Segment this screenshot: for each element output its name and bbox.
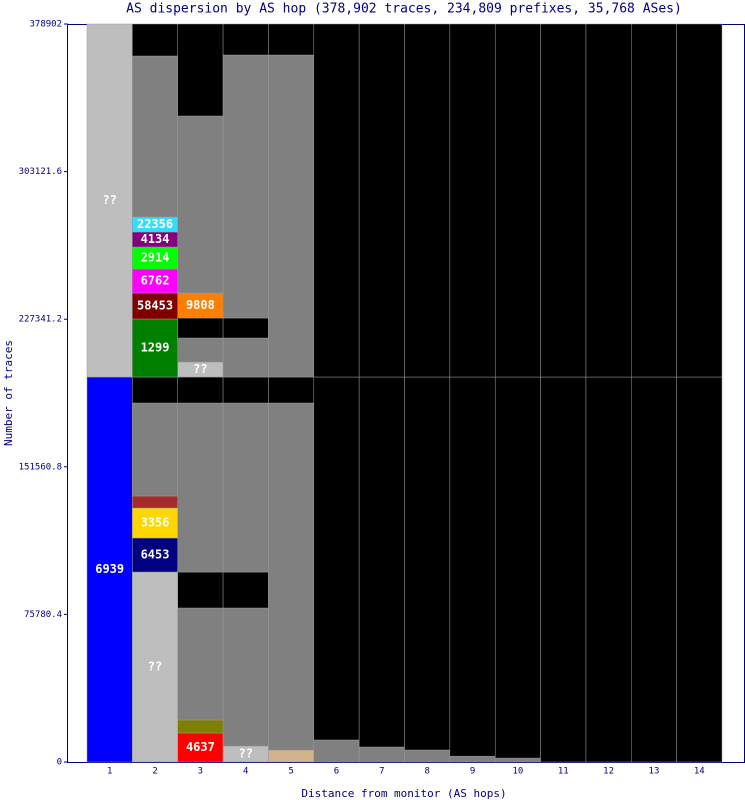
segment-label: ??	[239, 747, 253, 761]
y-axis-title: Number of traces	[2, 340, 15, 446]
segment	[177, 607, 224, 721]
x-tick-label: 11	[558, 767, 569, 777]
x-tick-label: 12	[603, 767, 614, 777]
segment	[358, 746, 405, 763]
segment	[132, 55, 178, 218]
segment	[177, 292, 224, 319]
x-tick-label: 13	[649, 767, 660, 777]
segment	[268, 376, 315, 404]
segment	[132, 402, 178, 497]
segment-label: 1299	[141, 341, 170, 355]
x-tick-label: 10	[512, 767, 523, 777]
y-tick-label: 0	[57, 758, 62, 768]
x-tick-label: 6	[334, 767, 339, 777]
segment-label: 6762	[141, 274, 170, 288]
segment	[177, 317, 224, 339]
segment	[177, 719, 224, 734]
x-tick-label: 9	[470, 767, 475, 777]
segment	[404, 376, 451, 751]
segment	[222, 54, 269, 319]
segment	[177, 402, 224, 573]
segment-label: 6939	[95, 562, 124, 576]
segment-label: 58453	[137, 299, 173, 313]
segment	[540, 23, 587, 378]
segment-label: ??	[193, 362, 207, 376]
segment-label: 2914	[141, 251, 170, 265]
segment	[358, 376, 405, 748]
segment-label: 4134	[141, 232, 170, 246]
segment	[449, 376, 496, 757]
segment	[676, 376, 723, 763]
segment-label: 9808	[186, 298, 215, 312]
segment-label: ??	[148, 660, 162, 674]
segment	[585, 376, 632, 763]
segment	[313, 739, 360, 763]
segment	[494, 757, 541, 763]
segment-label: ??	[102, 193, 116, 207]
segment	[132, 23, 178, 57]
segment	[313, 23, 360, 378]
segment	[132, 376, 178, 404]
segment	[449, 755, 496, 763]
y-tick-label: 303121.6	[19, 167, 62, 177]
x-tick-label: 7	[379, 767, 384, 777]
segment	[132, 318, 178, 378]
segment	[177, 23, 224, 117]
segment	[404, 23, 451, 378]
segment	[449, 23, 496, 378]
x-tick-label: 8	[424, 767, 429, 777]
segment	[222, 402, 269, 573]
y-tick-label: 151560.8	[19, 462, 62, 472]
segment	[132, 292, 178, 320]
segment	[132, 507, 178, 539]
segment	[494, 23, 541, 378]
segment	[222, 23, 269, 56]
x-tick-label: 14	[694, 767, 705, 777]
segment	[585, 23, 632, 378]
x-tick-label: 2	[152, 767, 157, 777]
segment	[222, 337, 269, 378]
segment	[177, 571, 224, 609]
segment	[631, 376, 677, 763]
segment	[268, 402, 315, 751]
y-tick-label: 378902	[29, 20, 62, 30]
x-tick-label: 5	[288, 767, 293, 777]
segment	[404, 749, 451, 763]
segment	[132, 537, 178, 573]
segment	[631, 23, 677, 378]
segment-label: 22356	[137, 217, 173, 231]
segment-label: 6453	[141, 548, 170, 562]
segment	[177, 337, 224, 363]
y-tick-label: 227341.2	[19, 315, 62, 325]
y-tick-label: 75780.4	[24, 610, 62, 620]
segment	[268, 54, 315, 378]
x-tick-label: 1	[107, 767, 112, 777]
segment	[177, 376, 224, 404]
x-axis-title: Distance from monitor (AS hops)	[301, 787, 506, 800]
segment-label: 3356	[141, 516, 170, 530]
x-tick-label: 3	[198, 767, 203, 777]
segment	[222, 571, 269, 609]
segment	[177, 115, 224, 294]
segment	[268, 23, 315, 56]
segment	[676, 23, 723, 378]
segment	[222, 376, 269, 404]
segment	[540, 376, 587, 763]
segment	[132, 495, 178, 509]
x-tick-label: 4	[243, 767, 248, 777]
segment	[358, 23, 405, 378]
segment	[494, 376, 541, 759]
chart-title: AS dispersion by AS hop (378,902 traces,…	[126, 2, 682, 17]
segment-label: 4637	[186, 740, 215, 754]
segment	[86, 23, 133, 378]
segment	[222, 317, 269, 339]
segment	[268, 749, 315, 763]
segment	[313, 376, 360, 741]
segment	[222, 607, 269, 747]
